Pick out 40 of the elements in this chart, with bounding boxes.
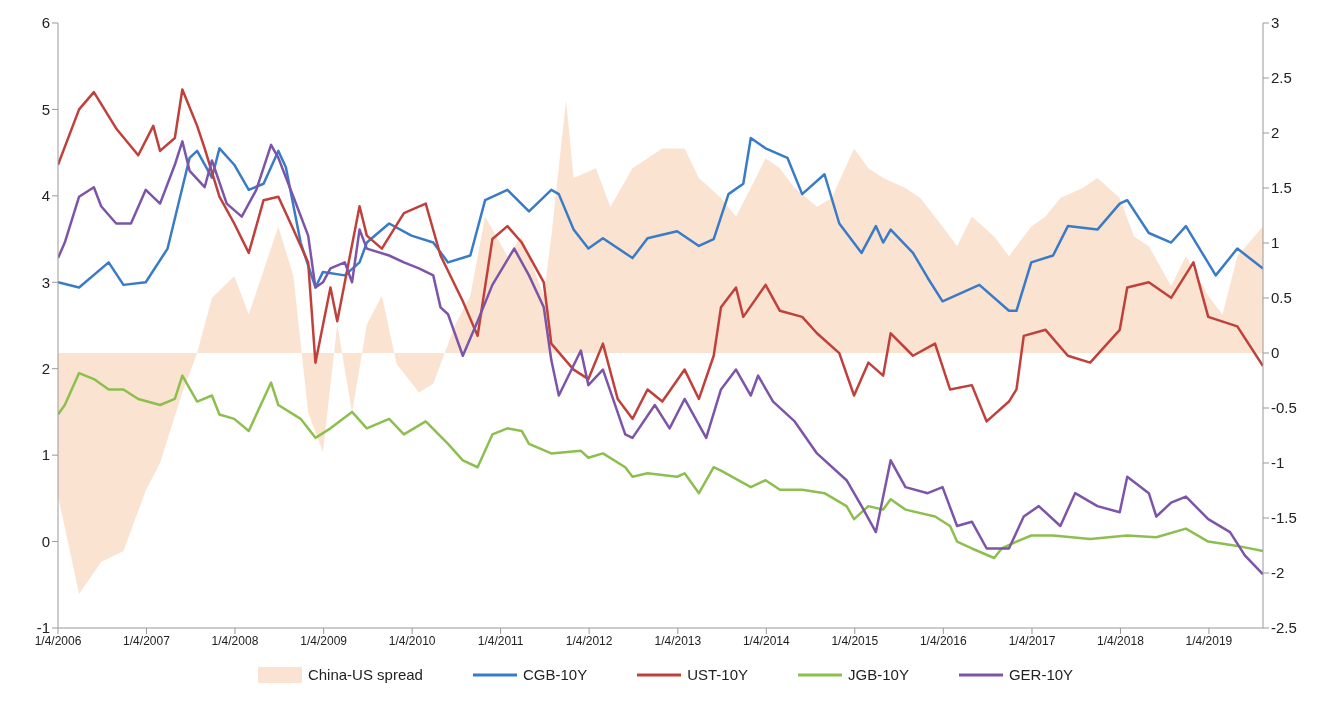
x-tick-label: 1/4/2016 — [919, 633, 967, 648]
y-tick-label: 0 — [41, 532, 50, 550]
line-series — [58, 371, 1263, 560]
x-tick-label: 1/4/2010 — [388, 633, 436, 648]
x-tick-label: 1/4/2011 — [477, 633, 524, 648]
x-tick-label: 1/4/2009 — [300, 633, 348, 648]
x-tick-label: 1/4/2012 — [565, 633, 613, 648]
y2-tick-label: -2 — [1271, 564, 1285, 582]
y-tick-label: 6 — [41, 14, 50, 32]
x-tick-label: 1/4/2019 — [1185, 633, 1233, 648]
y2-tick-label: -0.5 — [1271, 399, 1297, 417]
line-series — [58, 136, 1263, 313]
y2-tick-label: 0 — [1271, 344, 1280, 362]
y2-tick-label: 0.5 — [1271, 289, 1292, 307]
y-tick-label: 5 — [41, 100, 50, 118]
legend-label: UST-10Y — [687, 666, 749, 683]
x-tick-label: 1/4/2017 — [1008, 633, 1056, 648]
legend-label: China-US spread — [307, 666, 423, 683]
y2-tick-label: 1.5 — [1271, 179, 1292, 197]
y2-tick-label: 2 — [1271, 124, 1280, 142]
y-tick-label: 3 — [41, 273, 50, 291]
y2-tick-label: -2.5 — [1271, 619, 1297, 637]
legend-label: GER-10Y — [1008, 666, 1074, 683]
x-tick-label: 1/4/2007 — [123, 633, 171, 648]
y2-tick-label: 3 — [1271, 14, 1280, 32]
x-tick-label: 1/4/2015 — [831, 633, 879, 648]
line-series — [58, 88, 1263, 423]
y-tick-label: 2 — [41, 360, 50, 378]
legend-label: CGB-10Y — [522, 666, 588, 683]
x-tick-label: 1/4/2008 — [211, 633, 259, 648]
y2-tick-label: -1.5 — [1271, 509, 1297, 527]
y-tick-label: 4 — [41, 187, 50, 205]
x-tick-label: 1/4/2018 — [1097, 633, 1145, 648]
x-tick-label: 1/4/2013 — [654, 633, 702, 648]
legend-label: JGB-10Y — [848, 666, 909, 683]
y2-tick-label: -1 — [1271, 454, 1285, 472]
y2-tick-label: 1 — [1271, 234, 1280, 252]
y-tick-label: 1 — [41, 446, 50, 464]
y2-tick-label: 2.5 — [1271, 69, 1292, 87]
x-tick-label: 1/4/2014 — [742, 633, 790, 648]
